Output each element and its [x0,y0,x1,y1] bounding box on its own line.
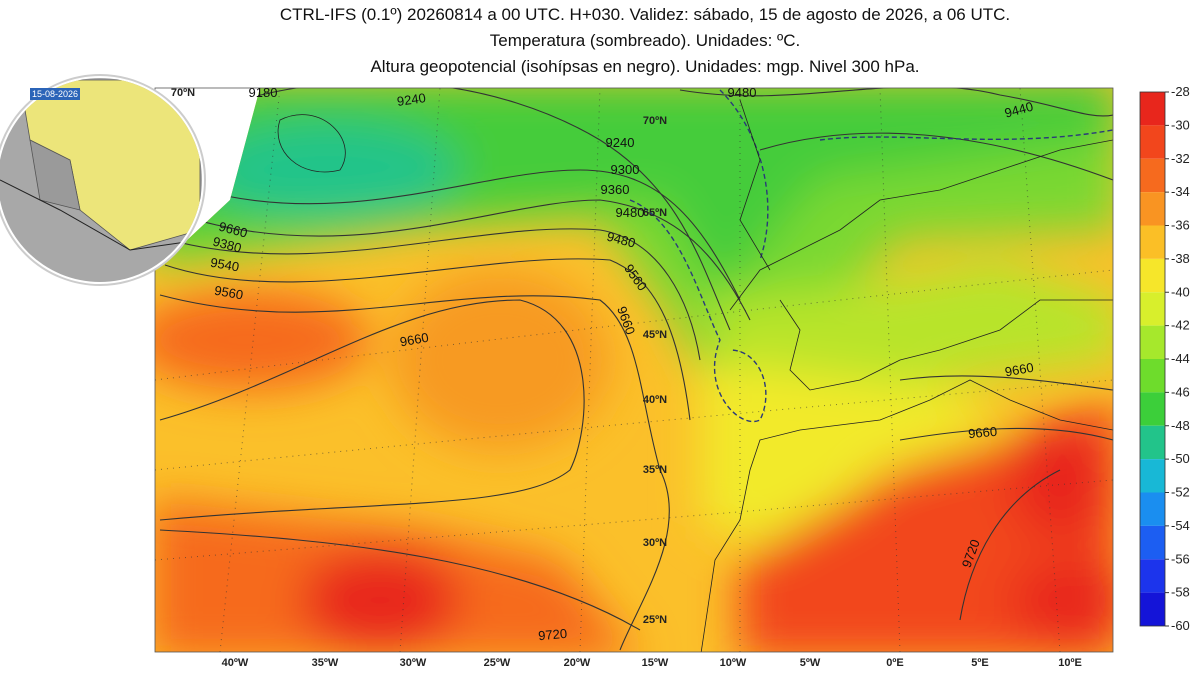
lat-label: 25ºN [643,614,667,626]
colorbar-segment [1140,125,1165,159]
contour-label: 9240 [606,135,635,150]
lon-label: 10ºE [1058,657,1082,669]
lon-label: 5ºW [800,657,821,669]
inset: 15-08-2026 [0,74,206,286]
contour-label: 9240 [396,90,427,109]
labels: 70ºN 70ºN 65ºN 45ºN 40ºN 35ºN 30ºN 25ºN 40ºW 35ºW… [171,85,1082,669]
colorbar-segment [1140,492,1165,526]
colorbar-segment [1140,258,1165,293]
contour-label: 9480 [616,205,645,220]
inset-date: 15-08-2026 [32,89,78,99]
lon-label: 15ºW [642,657,669,669]
contour-label: 9660 [399,330,430,350]
lon-label: 10ºW [720,657,747,669]
colorbar-label: -52 [1171,485,1190,500]
lon-label: 30ºW [400,657,427,669]
contour-label: 9660 [217,219,249,241]
lon-label: 35ºW [312,657,339,669]
colorbar: -28 -30 -32 -34 -36 -38 -40 -42 -44 -46 -48 -50 -52 -… [1139,84,1190,633]
lat-label: 35ºN [643,464,667,476]
contour-label: 9300 [611,162,640,177]
colorbar-label: -60 [1171,618,1190,633]
title-line: CTRL-IFS (0.1º) 20260814 a 00 UTC. H+030… [280,5,1010,24]
colorbar-segment [1140,359,1165,393]
colorbar-label: -34 [1171,184,1190,199]
colorbar-segment [1140,525,1165,560]
contour-label: 9660 [1004,360,1035,380]
colorbar-segment [1140,292,1165,326]
lat-label: 30ºN [643,537,667,549]
contour-label: 9440 [1003,99,1035,121]
lat-label: 70ºN [171,87,195,99]
colorbar-segment [1140,392,1165,426]
colorbar-segment [1140,192,1165,226]
lon-label: 0ºE [886,657,903,669]
title-line: Altura geopotencial (isohípsas en negro)… [370,57,919,76]
lon-label: 5ºE [971,657,988,669]
lon-label: 25ºW [484,657,511,669]
lon-label: 20ºW [564,657,591,669]
contour-label: 9720 [538,626,568,643]
contour-label: 9540 [209,255,240,275]
colorbar-segment [1140,225,1165,259]
colorbar-segment [1140,158,1165,193]
colorbar-label: -44 [1171,351,1190,366]
contour-label: 9360 [601,182,630,197]
colorbar-label: -58 [1171,585,1190,600]
colorbar-label: -42 [1171,318,1190,333]
colorbar-label: -48 [1171,418,1190,433]
colorbar-label: -50 [1171,451,1190,466]
colorbar-segment [1140,559,1165,593]
colorbar-label: -28 [1171,84,1190,99]
colorbar-segment [1140,459,1165,493]
title-line: Temperatura (sombreado). Unidades: ºC. [490,31,800,50]
contour-label: 9380 [211,234,243,256]
colorbar-segment [1140,425,1165,460]
colorbar-segment [1140,92,1165,126]
lat-label: 70ºN [643,115,667,127]
map [155,88,1113,652]
colorbar-label: -54 [1171,518,1190,533]
colorbar-label: -38 [1171,251,1190,266]
contour-label: 9660 [968,424,998,441]
contour-label: 9480 [605,229,637,251]
colorbar-label: -40 [1171,284,1190,299]
colorbar-label: -30 [1171,117,1190,132]
contour-label: 9180 [249,85,278,100]
colorbar-label: -46 [1171,384,1190,399]
contour-label: 9560 [213,283,244,303]
lon-label: 40ºW [222,657,249,669]
colorbar-segment [1140,592,1165,626]
lat-label: 40ºN [643,394,667,406]
colorbar-segment [1140,325,1165,359]
colorbar-label: -32 [1171,151,1190,166]
lat-label: 45ºN [643,329,667,341]
colorbar-label: -36 [1171,218,1190,233]
contour-label: 9480 [728,85,757,100]
lat-label: 65ºN [643,207,667,219]
colorbar-label: -56 [1171,551,1190,566]
